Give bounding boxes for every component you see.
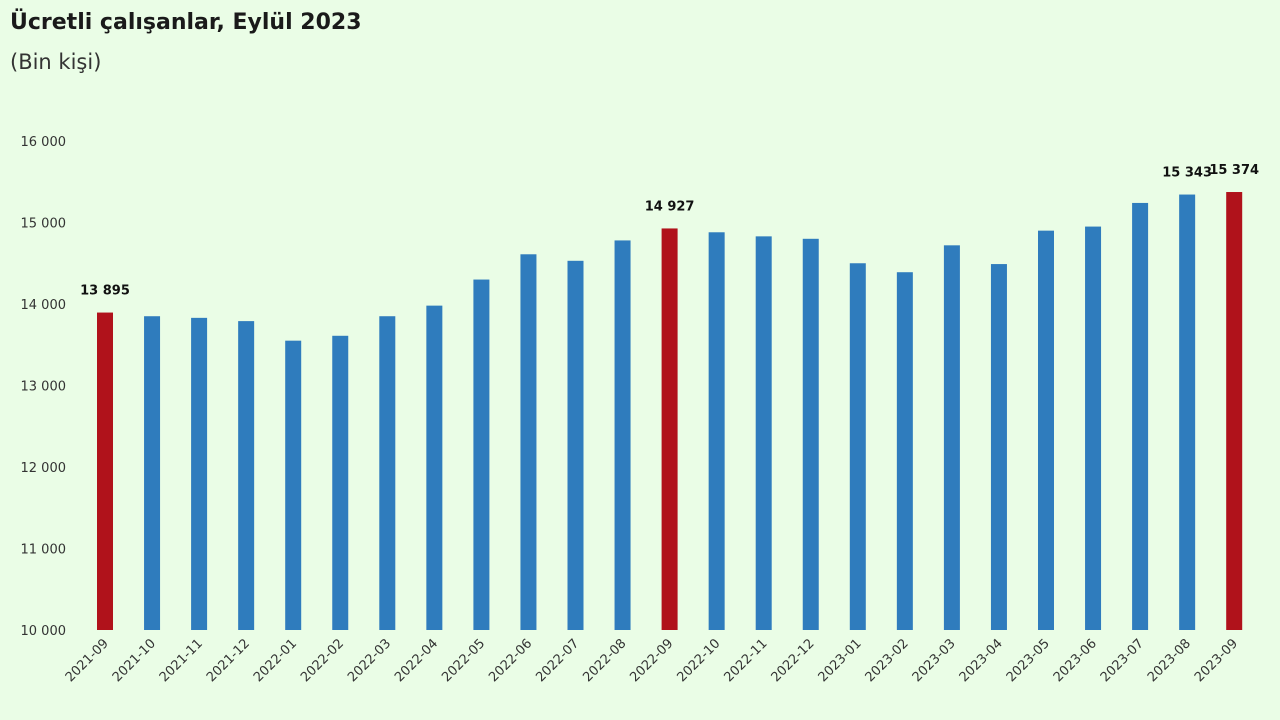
y-tick-label: 14 000	[21, 298, 67, 313]
x-tick-label: 2023-07	[1098, 636, 1147, 685]
bar-highlight	[97, 312, 113, 630]
x-tick-label: 2022-06	[486, 636, 535, 685]
x-tick-label: 2023-03	[910, 636, 959, 685]
y-tick-label: 13 000	[21, 380, 67, 395]
bar	[332, 335, 349, 630]
x-tick-label: 2023-02	[863, 636, 912, 685]
chart-title: Ücretli çalışanlar, Eylül 2023	[10, 10, 362, 35]
x-tick-label: 2022-01	[251, 636, 300, 685]
x-tick-label: 2022-12	[769, 636, 818, 685]
x-tick-label: 2023-06	[1051, 636, 1100, 685]
bar	[520, 254, 537, 630]
x-tick-label: 2022-02	[298, 636, 347, 685]
bar-highlight	[661, 228, 678, 630]
bar	[708, 232, 725, 630]
y-tick-label: 16 000	[21, 135, 67, 150]
x-tick-label: 2022-10	[674, 636, 723, 685]
bar	[567, 260, 584, 630]
y-tick-label: 15 000	[21, 217, 67, 232]
y-tick-label: 10 000	[21, 624, 67, 639]
bar	[191, 317, 208, 630]
x-tick-label: 2021-10	[110, 636, 159, 685]
bar	[849, 263, 866, 630]
bar	[614, 240, 631, 630]
bar	[755, 236, 772, 631]
bar	[1132, 202, 1149, 630]
bar	[802, 238, 819, 631]
bar	[1085, 226, 1102, 630]
data-label: 14 927	[645, 199, 695, 214]
x-tick-label: 2021-11	[157, 636, 206, 685]
x-tick-label: 2023-09	[1192, 636, 1241, 685]
x-tick-label: 2023-04	[957, 636, 1006, 685]
bar	[426, 305, 443, 630]
x-tick-label: 2022-05	[439, 636, 488, 685]
y-tick-label: 11 000	[21, 543, 67, 558]
x-tick-label: 2022-07	[533, 636, 582, 685]
data-label: 15 343	[1162, 166, 1212, 181]
bar	[238, 321, 255, 630]
x-tick-label: 2021-09	[63, 636, 112, 685]
y-tick-label: 12 000	[21, 461, 67, 476]
x-tick-label: 2023-08	[1145, 636, 1194, 685]
bar	[1038, 230, 1054, 630]
data-label: 15 374	[1209, 163, 1259, 178]
bar	[896, 272, 913, 630]
x-tick-label: 2022-09	[627, 636, 676, 685]
bar	[285, 340, 302, 630]
x-tick-label: 2023-01	[816, 636, 865, 685]
data-label: 13 895	[80, 284, 130, 299]
x-tick-label: 2022-04	[392, 636, 441, 685]
x-tick-label: 2022-08	[580, 636, 629, 685]
bar-highlight	[1226, 192, 1243, 631]
x-tick-label: 2021-12	[204, 636, 253, 685]
bar	[144, 316, 161, 630]
bar	[990, 264, 1007, 630]
bar	[1179, 194, 1196, 630]
bar	[473, 279, 490, 630]
x-tick-label: 2022-11	[722, 636, 771, 685]
bar	[379, 316, 396, 630]
x-tick-label: 2023-05	[1004, 636, 1053, 685]
x-tick-label: 2022-03	[345, 636, 394, 685]
bar	[943, 245, 960, 630]
chart-subtitle: (Bin kişi)	[10, 50, 102, 74]
